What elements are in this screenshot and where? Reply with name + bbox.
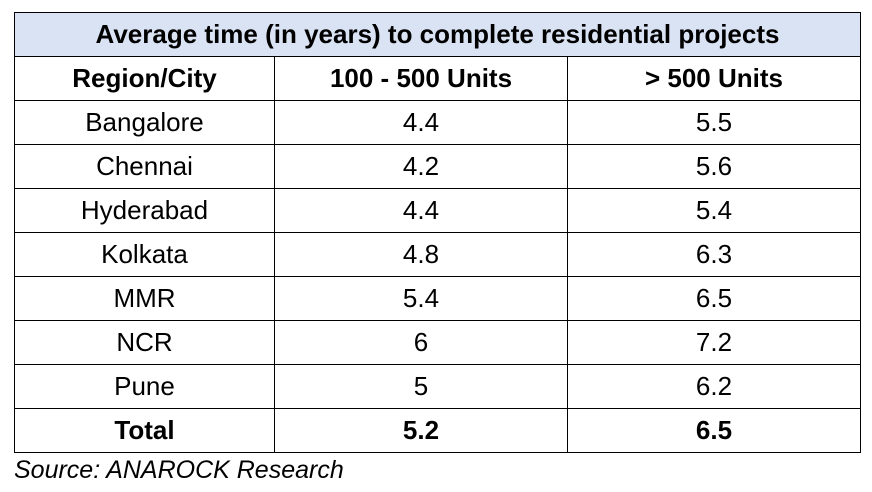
- table-row: Bangalore 4.4 5.5: [14, 100, 861, 145]
- data-table: Average time (in years) to complete resi…: [14, 12, 861, 453]
- title-row: Average time (in years) to complete resi…: [14, 12, 861, 57]
- value-over-500-cell: 5.5: [567, 100, 861, 145]
- value-over-500-cell: 5.4: [567, 188, 861, 233]
- value-100-500-cell: 5: [274, 364, 568, 409]
- table-row: Hyderabad 4.4 5.4: [14, 188, 861, 233]
- value-100-500-cell: 4.2: [274, 144, 568, 189]
- total-over-500-cell: 6.5: [567, 408, 861, 453]
- total-100-500-cell: 5.2: [274, 408, 568, 453]
- total-label-cell: Total: [14, 408, 275, 453]
- region-cell: Hyderabad: [14, 188, 275, 233]
- value-over-500-cell: 6.2: [567, 364, 861, 409]
- column-header-100-500-units: 100 - 500 Units: [274, 56, 568, 101]
- table-row: MMR 5.4 6.5: [14, 276, 861, 321]
- table-row: NCR 6 7.2: [14, 320, 861, 365]
- value-100-500-cell: 5.4: [274, 276, 568, 321]
- data-table-container: Average time (in years) to complete resi…: [14, 12, 861, 453]
- table-body: Bangalore 4.4 5.5 Chennai 4.2 5.6 Hyderabad 4.4…: [14, 100, 861, 453]
- value-100-500-cell: 4.8: [274, 232, 568, 277]
- column-header-over-500-units: > 500 Units: [567, 56, 861, 101]
- region-cell: Bangalore: [14, 100, 275, 145]
- region-cell: MMR: [14, 276, 275, 321]
- value-over-500-cell: 5.6: [567, 144, 861, 189]
- region-cell: Kolkata: [14, 232, 275, 277]
- header-row: Region/City 100 - 500 Units > 500 Units: [14, 56, 861, 101]
- table-row: Chennai 4.2 5.6: [14, 144, 861, 189]
- value-over-500-cell: 6.5: [567, 276, 861, 321]
- table-row: Pune 5 6.2: [14, 364, 861, 409]
- column-header-region: Region/City: [14, 56, 275, 101]
- table-title: Average time (in years) to complete resi…: [14, 12, 861, 57]
- value-over-500-cell: 6.3: [567, 232, 861, 277]
- source-note: Source: ANAROCK Research: [14, 456, 344, 484]
- region-cell: NCR: [14, 320, 275, 365]
- table-row: Kolkata 4.8 6.3: [14, 232, 861, 277]
- value-100-500-cell: 6: [274, 320, 568, 365]
- value-100-500-cell: 4.4: [274, 188, 568, 233]
- value-100-500-cell: 4.4: [274, 100, 568, 145]
- value-over-500-cell: 7.2: [567, 320, 861, 365]
- region-cell: Chennai: [14, 144, 275, 189]
- total-row: Total 5.2 6.5: [14, 408, 861, 453]
- region-cell: Pune: [14, 364, 275, 409]
